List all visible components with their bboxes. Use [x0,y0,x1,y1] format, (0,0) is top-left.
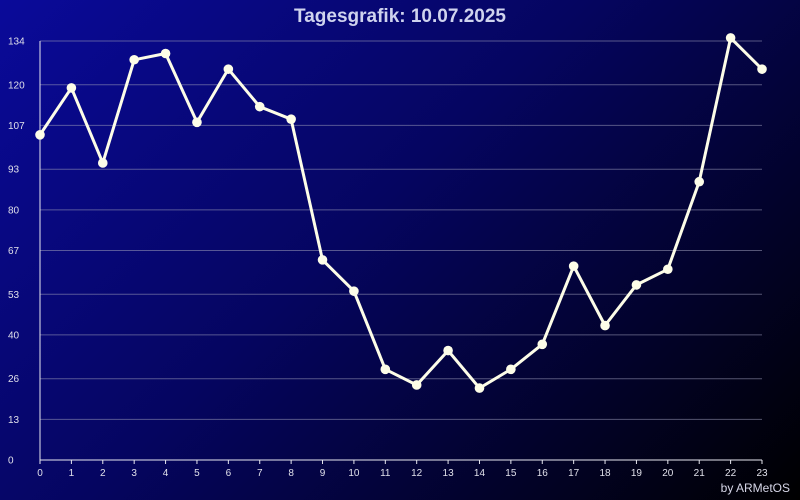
x-tick-label: 8 [288,468,294,479]
x-tick-label: 9 [320,468,326,479]
data-point [317,255,328,265]
y-tick-label: 40 [8,330,20,341]
data-point [600,320,610,331]
x-tick-label: 2 [100,468,106,479]
x-tick-label: 6 [226,468,232,479]
x-tick-label: 1 [69,468,75,479]
x-tick-label: 13 [443,468,455,479]
x-tick-label: 21 [694,468,706,479]
credit-label: by ARMetOS [720,481,790,495]
data-point [663,264,673,275]
y-tick-label: 67 [8,246,20,257]
x-tick-label: 16 [537,468,549,479]
data-point [129,54,139,65]
x-tick-label: 3 [131,468,137,479]
chart-title: Tagesgrafik: 10.07.2025 [294,6,506,27]
data-point [35,130,45,140]
data-point [160,48,171,59]
data-point [506,364,516,375]
data-point [380,364,391,375]
data-point [411,380,422,390]
y-tick-label: 120 [8,80,25,91]
data-point [631,280,642,290]
y-tick-label: 53 [8,290,20,301]
x-tick-label: 11 [380,468,391,479]
x-tick-label: 19 [631,468,643,479]
x-tick-label: 0 [37,468,43,479]
data-point [286,114,296,124]
y-tick-label: 107 [8,121,25,132]
x-tick-label: 10 [348,468,360,479]
data-point [443,345,453,356]
y-tick-label: 0 [8,456,14,467]
y-tick-label: 26 [8,374,20,385]
x-tick-label: 4 [163,468,169,479]
y-tick-label: 80 [8,205,20,216]
x-tick-label: 17 [568,468,580,479]
y-tick-label: 13 [8,415,20,426]
x-tick-label: 20 [662,468,674,479]
y-tick-label: 93 [8,165,20,176]
data-point [694,176,705,187]
data-point [537,339,548,350]
x-tick-label: 15 [505,468,517,479]
data-point [254,101,265,112]
x-tick-label: 23 [756,468,768,479]
series-line [38,36,764,390]
y-tick-label: 134 [8,37,25,48]
data-point [725,33,736,43]
data-point [349,286,359,296]
x-tick-label: 18 [599,468,611,479]
x-tick-label: 14 [474,468,486,479]
data-point [66,83,77,93]
data-point [568,261,579,271]
data-point [97,158,108,168]
data-point [474,383,485,393]
x-tick-label: 7 [257,468,263,479]
data-point [192,117,202,128]
x-tick-label: 5 [194,468,200,479]
x-tick-label: 12 [411,468,423,479]
data-point [223,64,234,74]
data-point [757,64,767,74]
x-tick-label: 22 [725,468,737,479]
